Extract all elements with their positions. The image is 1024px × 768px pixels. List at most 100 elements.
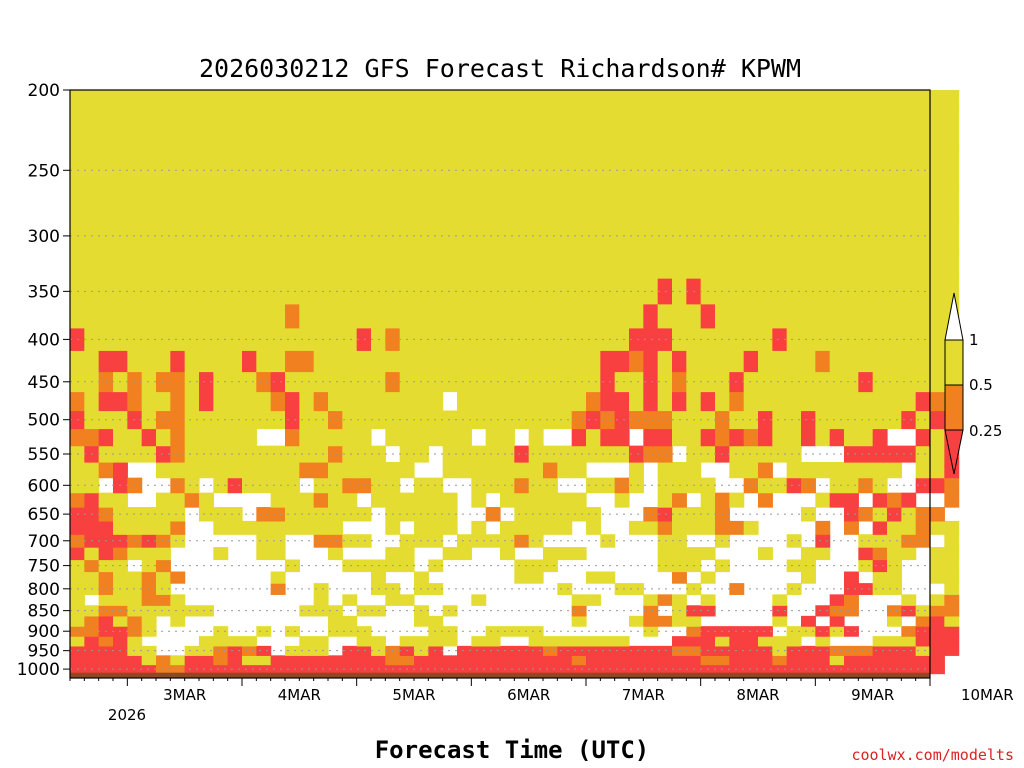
- heatmap-cell: [170, 492, 186, 508]
- heatmap-cell: [471, 371, 487, 393]
- heatmap-cell: [758, 327, 773, 351]
- heatmap-cell: [170, 151, 186, 189]
- heatmap-cell: [256, 111, 272, 152]
- heatmap-cell: [98, 594, 114, 606]
- heatmap-cell: [586, 507, 601, 522]
- heatmap-cell: [256, 462, 272, 479]
- heatmap-cell: [915, 534, 931, 548]
- heatmap-cell: [686, 462, 702, 479]
- heatmap-cell: [328, 327, 343, 351]
- heatmap-cell: [844, 445, 859, 463]
- heatmap-cell: [872, 636, 888, 647]
- heatmap-cell: [600, 303, 616, 329]
- heatmap-cell: [571, 111, 587, 152]
- heatmap-cell: [227, 520, 243, 535]
- heatmap-cell: [299, 220, 315, 251]
- heatmap-cell: [285, 327, 300, 351]
- heatmap-cell: [285, 477, 300, 494]
- heatmap-cell: [98, 250, 114, 279]
- heatmap-cell: [944, 492, 960, 508]
- heatmap-cell: [156, 583, 171, 595]
- heatmap-cell: [127, 111, 143, 152]
- heatmap-cell: [313, 655, 329, 666]
- heatmap-cell: [829, 187, 845, 221]
- y-tick-label: 300: [28, 227, 60, 247]
- y-tick-label: 850: [28, 602, 60, 622]
- heatmap-cell: [657, 303, 673, 329]
- heatmap-cell: [227, 350, 243, 373]
- heatmap-cell: [313, 594, 329, 606]
- heatmap-cell: [930, 636, 945, 647]
- heatmap-cell: [184, 303, 200, 329]
- heatmap-cell: [170, 445, 186, 463]
- heatmap-cell: [127, 655, 143, 666]
- heatmap-cell: [872, 664, 888, 675]
- heatmap-cell: [227, 151, 243, 189]
- heatmap-cell: [930, 111, 945, 152]
- heatmap-cell: [514, 645, 530, 656]
- y-tick-label: 350: [28, 282, 60, 302]
- heatmap-cell: [270, 410, 286, 430]
- heatmap-cell: [70, 547, 85, 561]
- heatmap-cell: [858, 583, 874, 595]
- heatmap-cell: [643, 445, 659, 463]
- heatmap-cell: [442, 626, 458, 637]
- heatmap-cell: [629, 583, 644, 595]
- heatmap-cell: [571, 445, 587, 463]
- heatmap-cell: [70, 594, 85, 606]
- heatmap-cell: [442, 250, 458, 279]
- heatmap-cell: [485, 90, 501, 112]
- heatmap-cell: [500, 187, 515, 221]
- heatmap-cell: [242, 303, 257, 329]
- heatmap-cell: [944, 571, 960, 584]
- heatmap-cell: [199, 327, 214, 351]
- heatmap-cell: [442, 371, 458, 393]
- heatmap-cell: [170, 90, 186, 112]
- heatmap-cell: [944, 605, 960, 617]
- heatmap-cell: [457, 410, 472, 430]
- heatmap-cell: [901, 605, 917, 617]
- heatmap-cell: [485, 250, 501, 279]
- heatmap-cell: [844, 151, 859, 189]
- heatmap-cell: [944, 111, 960, 152]
- heatmap-cell: [84, 655, 100, 666]
- heatmap-cell: [242, 391, 257, 412]
- heatmap-cell: [471, 350, 487, 373]
- heatmap-cell: [571, 655, 587, 666]
- heatmap-cell: [930, 371, 945, 393]
- heatmap-cell: [858, 303, 874, 329]
- heatmap-cell: [528, 187, 544, 221]
- heatmap-cell: [944, 615, 960, 627]
- heatmap-cell: [944, 645, 960, 656]
- x-tick-label: 3MAR: [163, 686, 206, 704]
- heatmap-cell: [629, 655, 644, 666]
- heatmap-cell: [801, 90, 816, 112]
- heatmap-cell: [199, 371, 214, 393]
- heatmap-cell: [872, 371, 888, 393]
- heatmap-cell: [858, 428, 874, 447]
- heatmap-cell: [98, 187, 114, 221]
- heatmap-cell: [543, 151, 558, 189]
- heatmap-cell: [930, 626, 945, 637]
- y-tick-label: 450: [28, 373, 60, 393]
- heatmap-cell: [500, 111, 515, 152]
- y-tick-label: 550: [28, 445, 60, 465]
- heatmap-cell: [199, 350, 214, 373]
- heatmap-cell: [600, 477, 616, 494]
- heatmap-cell: [600, 151, 616, 189]
- heatmap-cell: [930, 350, 945, 373]
- heatmap-cell: [543, 303, 558, 329]
- heatmap-cell: [743, 410, 759, 430]
- heatmap-cell: [758, 410, 773, 430]
- heatmap-cell: [356, 391, 372, 412]
- heatmap-cell: [500, 220, 515, 251]
- heatmap-cell: [213, 520, 229, 535]
- heatmap-cell: [471, 477, 487, 494]
- heatmap-cell: [356, 462, 372, 479]
- heatmap-cell: [772, 371, 788, 393]
- heatmap-cell: [586, 664, 601, 675]
- heatmap-cell: [213, 151, 229, 189]
- heatmap-cell: [715, 90, 730, 112]
- heatmap-cell: [528, 645, 544, 656]
- heatmap-cell: [786, 278, 802, 305]
